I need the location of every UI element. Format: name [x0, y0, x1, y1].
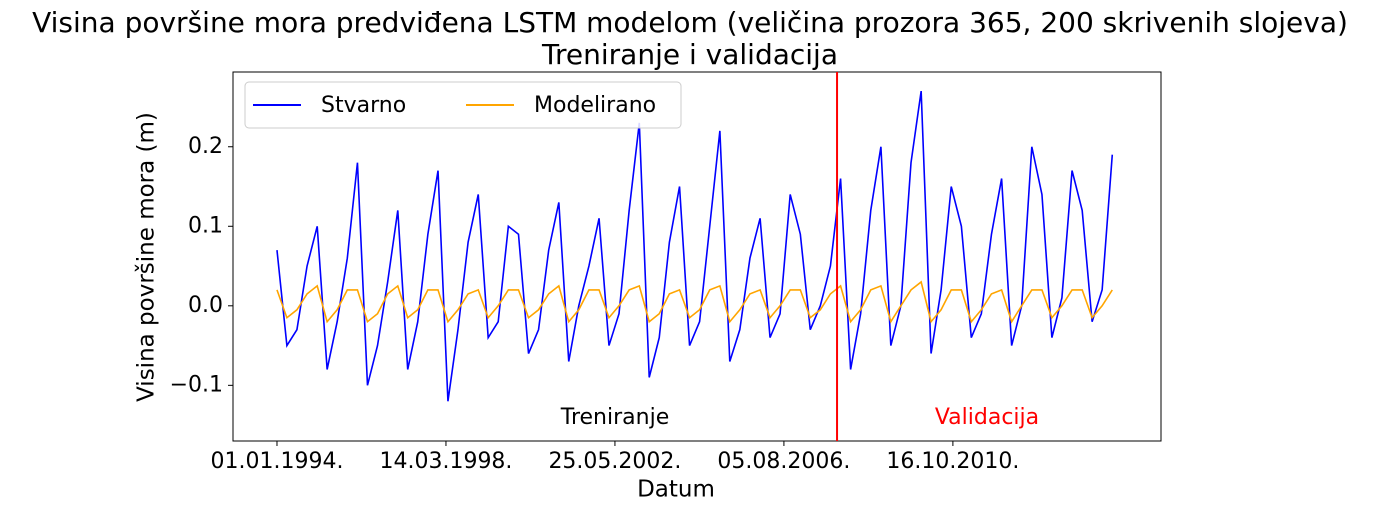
series-line [276, 280, 1113, 324]
x-tick-label: 16.10.2010. [886, 449, 1019, 474]
chart-subtitle: Treniranje i validacija [541, 38, 838, 71]
legend-label: Stvarno [321, 93, 406, 118]
annotation: Treniranje [560, 405, 669, 430]
plot-frame [232, 71, 1162, 442]
y-tick-label: 0.1 [188, 213, 223, 238]
x-tick-label: 14.03.1998. [379, 449, 512, 474]
chart-title: Visina površine mora predviđena LSTM mod… [32, 6, 1348, 39]
annotation: Validacija [935, 405, 1039, 430]
y-axis-label: Visina površine mora (m) [134, 112, 160, 402]
x-tick-label: 25.05.2002. [548, 449, 681, 474]
y-tick-label: 0.2 [188, 134, 223, 159]
y-tick-label: 0.0 [188, 293, 223, 318]
x-tick-label: 01.01.1994. [210, 449, 343, 474]
y-tick-label: −0.1 [170, 372, 223, 397]
legend-box [244, 81, 682, 129]
x-tick-label: 05.08.2006. [717, 449, 850, 474]
series-line [276, 90, 1114, 402]
x-axis-label: Datum [637, 477, 715, 503]
legend-label: Modelirano [534, 93, 656, 118]
